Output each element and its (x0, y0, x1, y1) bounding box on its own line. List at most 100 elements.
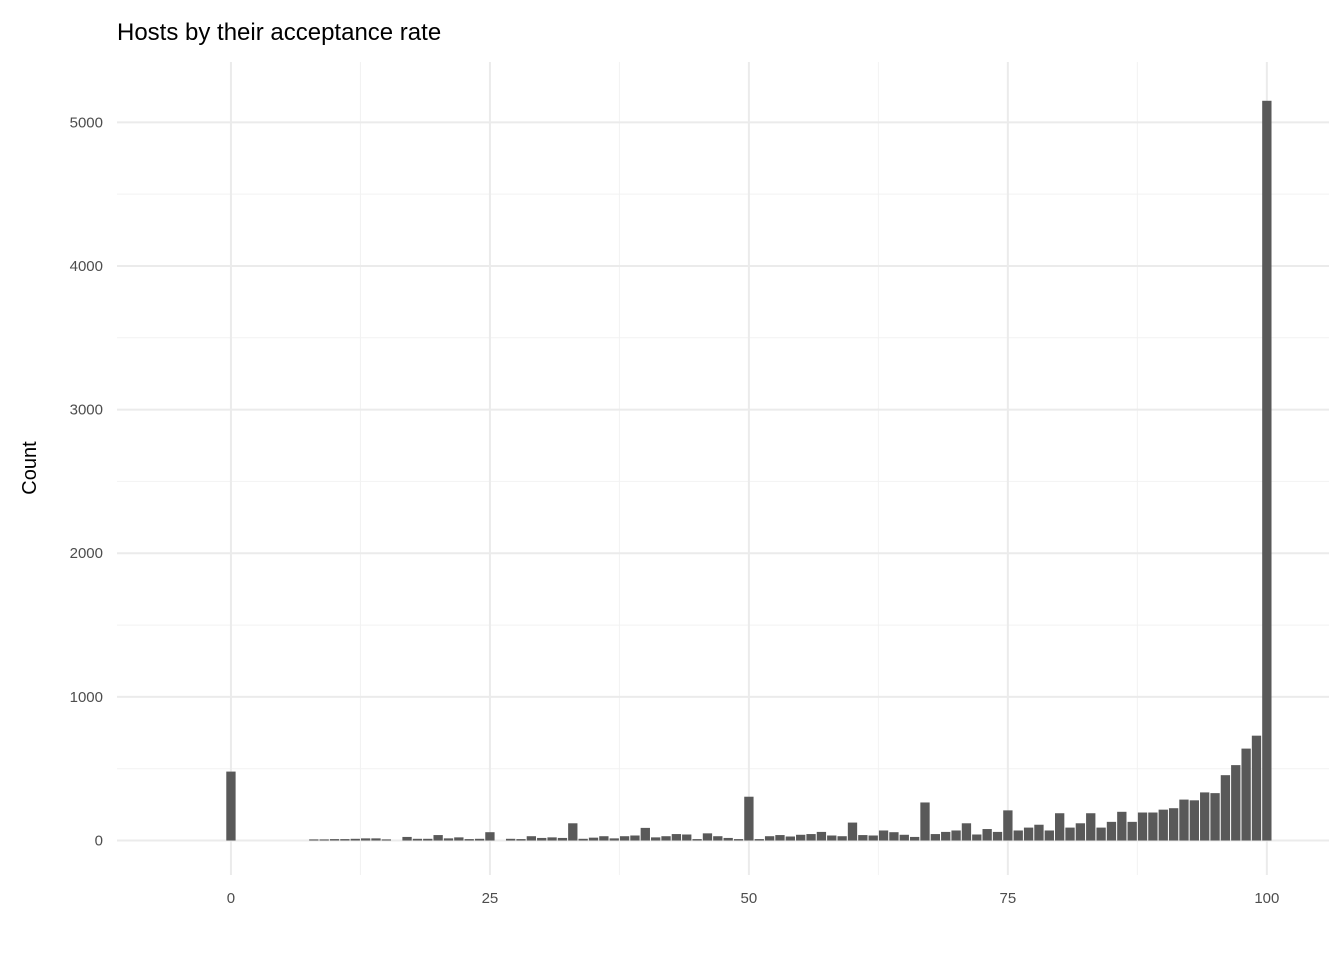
histogram-bar (899, 834, 909, 841)
histogram-bar (744, 796, 754, 841)
histogram-bar (1065, 827, 1075, 841)
histogram-bar (878, 830, 889, 841)
histogram-bar (505, 838, 516, 841)
histogram-bar (1023, 827, 1034, 841)
histogram-bar (909, 836, 920, 841)
histogram-bar (754, 839, 764, 841)
histogram-bar (775, 835, 785, 841)
major-gridlines (117, 62, 1329, 875)
histogram-bar (764, 836, 775, 841)
histogram-bar (785, 836, 795, 841)
histogram-bar (568, 823, 578, 841)
histogram-bar (557, 837, 568, 841)
histogram-bar (1137, 812, 1148, 841)
histogram-bar (982, 829, 992, 841)
histogram-bar (640, 827, 650, 841)
histogram-bar (651, 837, 661, 841)
histogram-bar (889, 832, 899, 841)
histogram-bar (806, 834, 816, 841)
y-tick-label: 5000 (70, 114, 103, 131)
histogram-bar (941, 831, 951, 841)
histogram-bar (1262, 100, 1272, 841)
histogram-bar (692, 839, 702, 841)
histogram-bar (671, 834, 682, 841)
histogram-bar (1127, 821, 1137, 841)
histogram-bar (1075, 823, 1086, 841)
histogram-bar (1158, 809, 1168, 841)
histogram-bar (609, 838, 619, 841)
histogram-bar (547, 837, 557, 841)
histogram-bar (630, 835, 640, 841)
histogram-bar (661, 836, 671, 841)
histogram-bar (972, 834, 982, 841)
histogram-bar (816, 831, 827, 841)
histogram-bar (340, 839, 350, 841)
histogram-bar (485, 832, 495, 841)
histogram-bar (433, 835, 443, 841)
histogram-bar (588, 837, 599, 841)
histogram-bar (733, 839, 744, 841)
histogram-bar (423, 838, 433, 841)
x-tick-label: 50 (741, 890, 758, 907)
histogram-bar (1096, 827, 1106, 841)
histogram-bar (329, 839, 340, 841)
histogram-bar (930, 834, 941, 841)
histogram-bar (827, 835, 837, 841)
histogram-bar (474, 838, 485, 841)
histogram-bar (920, 802, 930, 841)
histogram-bar (1179, 799, 1189, 841)
histogram-bar (1117, 811, 1127, 841)
histogram-bar (858, 835, 868, 841)
histogram-bar (360, 838, 371, 841)
histogram-bar (1168, 808, 1179, 841)
histogram-bar (1241, 748, 1251, 841)
histogram-bar (464, 839, 474, 841)
histogram-bar (381, 839, 391, 841)
histogram-bar (1106, 821, 1117, 841)
x-axis-tick-labels: 0 25 50 75 100 (227, 890, 1280, 907)
histogram-bar (1034, 824, 1044, 841)
y-axis-title: Count (19, 441, 41, 495)
histogram-bar (1200, 792, 1210, 841)
x-tick-label: 100 (1254, 890, 1279, 907)
histogram-bar (837, 836, 847, 841)
histogram-bar (309, 839, 319, 841)
histogram-bar (1013, 830, 1023, 841)
histogram-bar (723, 837, 733, 841)
histogram-bar (371, 838, 381, 841)
histogram-bar (578, 838, 588, 841)
histogram-bar (961, 823, 972, 841)
histogram-bar (1003, 810, 1013, 841)
histogram-bar (1044, 830, 1054, 841)
histogram-bar (526, 836, 537, 841)
histogram-bar (796, 834, 806, 841)
histogram-bar (1220, 775, 1231, 841)
y-tick-label: 2000 (70, 545, 103, 562)
histogram-bar (516, 839, 526, 841)
x-tick-label: 0 (227, 890, 235, 907)
y-tick-label: 4000 (70, 258, 103, 275)
histogram-bar (412, 838, 423, 841)
histogram-bar (599, 836, 609, 841)
histogram-bar (226, 771, 236, 841)
histogram-bar (1086, 813, 1096, 841)
histogram-bar (1055, 813, 1065, 841)
histogram-bar (619, 836, 630, 841)
histogram-bar (951, 830, 961, 841)
y-tick-label: 3000 (70, 402, 103, 419)
histogram-bar (454, 837, 464, 841)
histogram-bar (992, 831, 1003, 841)
histogram-bar (319, 839, 329, 841)
y-tick-label: 0 (95, 833, 103, 850)
histogram-bar (713, 836, 723, 841)
bars (226, 100, 1272, 841)
histogram-bar (1231, 765, 1241, 841)
y-tick-label: 1000 (70, 689, 103, 706)
x-tick-label: 25 (482, 890, 499, 907)
histogram-bar (537, 837, 547, 841)
histogram-bar (1189, 800, 1199, 841)
histogram-bar (350, 838, 360, 841)
histogram-bar (443, 838, 454, 841)
histogram-bar (1210, 793, 1220, 841)
